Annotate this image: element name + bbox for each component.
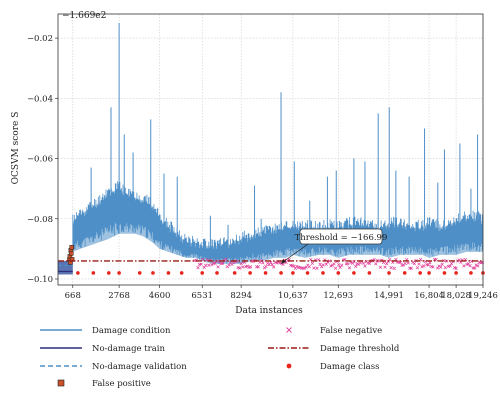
x-tick-label: 19,246 (468, 291, 498, 301)
x-tick-label: 14,991 (374, 291, 404, 301)
x-tick-label: 668 (65, 291, 81, 301)
false-positive-marker (68, 251, 74, 256)
damage-class-marker (321, 271, 325, 275)
y-tick-label: −0.06 (27, 155, 53, 165)
damage-class-marker (91, 271, 96, 275)
x-tick-label: 18,028 (441, 291, 471, 301)
legend-swatch-damage-class (286, 363, 292, 369)
false-positive-marker (69, 245, 74, 250)
damage-class-marker (336, 271, 341, 275)
damage-class-marker (279, 271, 283, 275)
x-tick-label: 2768 (108, 291, 130, 301)
legend-label-damage-threshold: Damage threshold (320, 344, 400, 354)
plot-marks (58, 23, 485, 275)
damage-class-marker (151, 271, 155, 275)
threshold-annotation: Threshold = −166.99 (281, 228, 388, 264)
y-tick-label: −0.04 (27, 94, 53, 104)
legend-swatch-false-positive (57, 379, 65, 387)
legend-label-damage-class: Damage class (320, 362, 379, 372)
damage-class-marker (469, 271, 473, 275)
damage-class-marker (137, 271, 142, 275)
legend: Damage condition No-damage train No-damage… (40, 326, 400, 389)
damage-class-marker (291, 271, 295, 275)
x-tick-label: 6531 (191, 291, 213, 301)
y-axis: −0.02 −0.04 −0.06 −0.08 −0.10 (27, 34, 58, 285)
damage-class-marker (387, 271, 391, 275)
y-tick-label: −0.02 (27, 34, 53, 44)
damage-class-marker (263, 271, 268, 275)
damage-class-marker (232, 271, 237, 275)
damage-class-marker (367, 271, 372, 275)
y-tick-label: −0.10 (27, 275, 53, 285)
legend-label-damage-condition: Damage condition (92, 326, 171, 336)
x-tick-label: 16,804 (414, 291, 444, 301)
x-axis-label: Data instances (235, 306, 303, 316)
damage-class-marker (215, 271, 219, 275)
damage-class-marker (454, 271, 458, 275)
annotation-arrowhead (281, 259, 286, 264)
damage-class-marker (352, 271, 356, 275)
annotation-text: Threshold = −166.99 (295, 233, 388, 243)
y-tick-label: −0.08 (27, 215, 53, 225)
x-axis: 668 2768 4600 6531 8294 10,637 12,693 14,991 16,… (65, 285, 498, 301)
legend-label-no-damage-train: No-damage train (92, 344, 166, 354)
damage-class-marker (427, 271, 431, 275)
y-axis-label: OCSVM score S (11, 112, 21, 185)
damage-class-marker (106, 271, 111, 275)
x-tick-label: 10,637 (278, 291, 308, 301)
damage-class-marker (179, 271, 184, 275)
damage-class-marker (76, 271, 80, 275)
damage-class-marker (248, 271, 252, 275)
damage-class-marker (200, 271, 205, 275)
annotation-arrow (282, 243, 309, 263)
damage-class-marker (418, 271, 422, 275)
x-tick-label: 4600 (149, 291, 171, 301)
x-tick-label: 12,693 (323, 291, 353, 301)
x-tick-label: 8294 (230, 291, 252, 301)
damage-class-marker (305, 271, 310, 275)
y-offset-label: −1.669e2 (62, 11, 106, 21)
legend-swatch-false-negative (286, 327, 292, 333)
false-negative-markers (193, 257, 485, 271)
damage-class-marker (166, 271, 171, 275)
damage-class-marker (402, 271, 407, 275)
legend-label-no-damage-validation: No-damage validation (92, 362, 187, 372)
damage-class-marker (117, 271, 121, 275)
plot-frame (57, 13, 484, 286)
legend-label-false-negative: False negative (320, 326, 382, 336)
damage-class-marker (442, 271, 447, 275)
annotation-box (299, 228, 383, 245)
legend-label-false-positive: False positive (92, 379, 151, 389)
